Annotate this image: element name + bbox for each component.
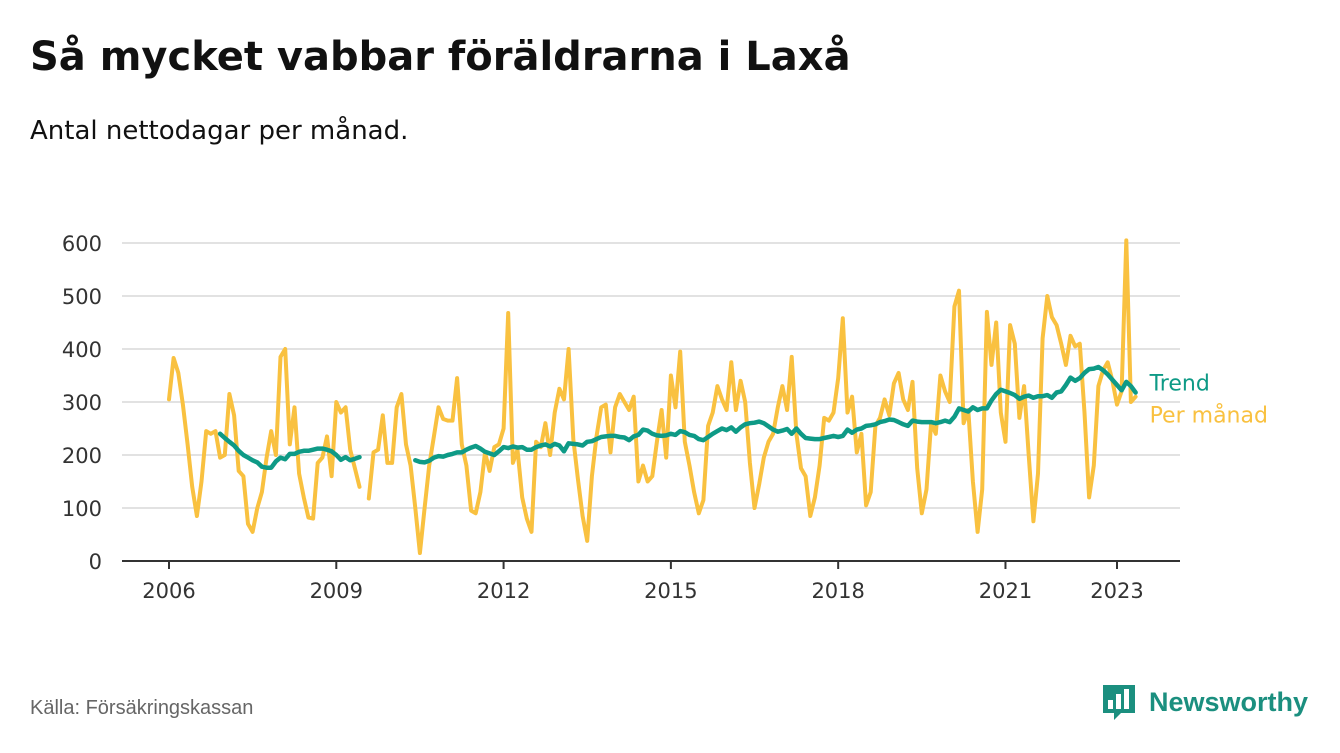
x-tick-label: 2012 [477,579,530,603]
chart-title: Så mycket vabbar föräldrarna i Laxå [30,34,851,80]
y-tick-label: 200 [62,444,102,468]
series-lines [167,238,1138,555]
x-tick-label: 2021 [979,579,1032,603]
x-tick-label: 2009 [310,579,363,603]
line-chart: 0 100 200 300 400 500 600 2006 2009 2012 2015 2018… [62,232,1268,603]
x-tick-label: 2015 [644,579,697,603]
y-tick-label: 100 [62,497,102,521]
series-labels: Trend Per månad [1149,371,1268,428]
brand-name: Newsworthy [1149,686,1309,717]
source-note: Källa: Försäkringskassan [30,697,254,719]
x-tick-label: 2006 [142,579,195,603]
series-label-per-månad: Per månad [1150,402,1268,428]
y-tick-label: 400 [62,338,102,362]
bar-chart-speech-bubble-icon [1103,685,1135,720]
x-tick-label: 2023 [1090,579,1143,603]
monthly-line [167,347,362,534]
newsworthy-logo[interactable]: Newsworthy [1101,683,1308,721]
chart-subtitle: Antal nettodagar per månad. [30,116,409,146]
grid-lines [122,242,1180,509]
trend-line [413,364,1138,465]
series-label-trend: Trend [1149,371,1210,396]
x-tick-label: 2018 [811,579,864,603]
trend-line [217,431,362,470]
x-axis: 2006 2009 2012 2015 2018 2021 2023 [122,560,1180,603]
monthly-line [366,238,1138,555]
y-tick-label: 500 [62,285,102,309]
y-tick-label: 0 [89,550,102,574]
y-tick-label: 600 [62,232,102,256]
y-axis-labels: 0 100 200 300 400 500 600 [62,232,102,574]
y-tick-label: 300 [62,391,102,415]
